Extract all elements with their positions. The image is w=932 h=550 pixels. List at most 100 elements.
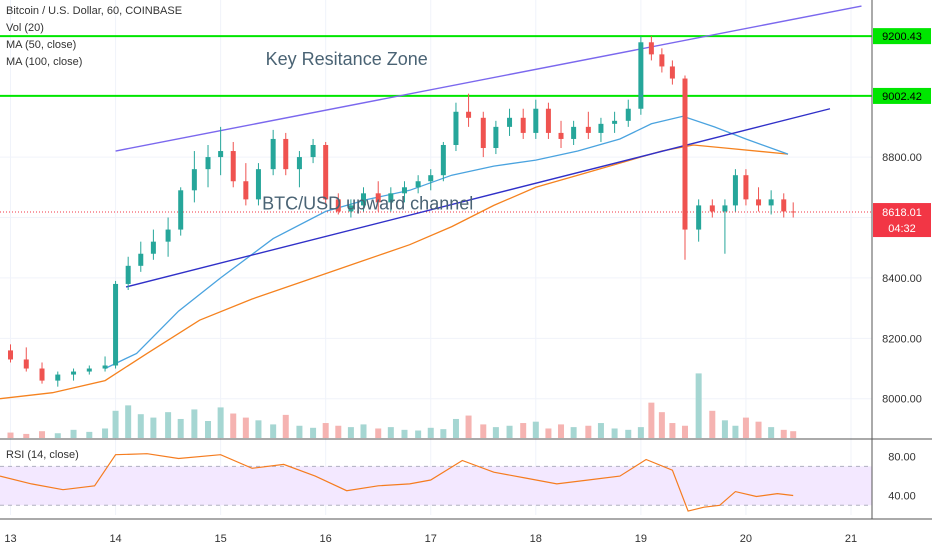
- volume-bar: [427, 427, 434, 438]
- candle-body: [709, 205, 715, 212]
- volume-bar: [125, 405, 132, 438]
- x-tick-label: 18: [530, 533, 542, 545]
- ma50-line: [104, 115, 789, 370]
- volume-bar: [165, 412, 172, 438]
- volume-bar: [177, 418, 184, 438]
- x-tick-label: 17: [425, 533, 437, 545]
- volume-bar: [545, 428, 552, 438]
- volume-bar: [611, 428, 618, 438]
- candle-body: [8, 350, 14, 360]
- volume-bar: [520, 423, 527, 438]
- volume-bar: [296, 425, 303, 438]
- volume-bar: [780, 429, 787, 438]
- x-tick-label: 14: [109, 533, 121, 545]
- candle-body: [243, 181, 249, 200]
- y-tick-label: 8400.00: [882, 273, 922, 285]
- candle-body: [659, 54, 665, 67]
- legend-volume[interactable]: Vol (20): [6, 22, 44, 34]
- rsi-line: [0, 453, 794, 512]
- volume-bar: [768, 427, 775, 438]
- resistance-price-label: 9200.43: [882, 31, 922, 43]
- volume-bar: [360, 424, 367, 438]
- candle-body: [348, 205, 354, 212]
- candle-body: [696, 205, 702, 230]
- volume-bar: [721, 420, 728, 438]
- rsi-label: RSI (14, close): [6, 449, 79, 461]
- candle-body: [781, 199, 787, 212]
- volume-bar: [452, 418, 459, 438]
- volume-bar: [102, 428, 109, 438]
- candle-body: [23, 359, 29, 369]
- volume-bar: [387, 427, 394, 438]
- volume-bar: [570, 427, 577, 438]
- candle-body: [415, 181, 421, 188]
- volume-bar: [709, 410, 716, 438]
- candle-body: [428, 175, 434, 182]
- candle-body: [296, 157, 302, 170]
- candle-body: [165, 229, 171, 242]
- candle-body: [612, 120, 618, 124]
- candle-body: [310, 144, 316, 158]
- volume-bar: [695, 373, 702, 438]
- volume-bar: [137, 414, 144, 438]
- candle-body: [191, 169, 197, 191]
- volume-bar: [440, 429, 447, 438]
- volume-bar: [54, 433, 61, 438]
- candle-body: [722, 205, 728, 212]
- volume-bar: [658, 412, 665, 438]
- volume-bar: [270, 424, 277, 438]
- countdown-label: 04:32: [888, 223, 916, 235]
- candle-body: [743, 175, 749, 200]
- candle-body: [255, 169, 261, 200]
- volume-bar: [558, 424, 565, 438]
- candle-body: [125, 265, 131, 284]
- resistance-price-tag: [873, 87, 931, 104]
- candle-body: [375, 193, 381, 203]
- y-tick-label: 8800.00: [882, 152, 922, 164]
- legend-ma50[interactable]: MA (50, close): [6, 39, 77, 51]
- candle-body: [507, 117, 513, 127]
- candle-body: [648, 42, 654, 55]
- volume-bar: [681, 425, 688, 438]
- candle-body: [790, 211, 796, 213]
- volume-bar: [282, 414, 289, 438]
- candle-body: [533, 108, 539, 133]
- volume-bar: [230, 413, 237, 438]
- candle-body: [102, 365, 108, 369]
- rsi-tick-label: 40.00: [888, 491, 916, 503]
- x-tick-label: 15: [215, 533, 227, 545]
- x-tick-label: 20: [740, 533, 752, 545]
- legend-ma100[interactable]: MA (100, close): [6, 56, 83, 68]
- volume-bar: [39, 431, 46, 438]
- candle-body: [401, 187, 407, 194]
- volume-bar: [242, 417, 249, 438]
- candle-body: [230, 151, 236, 182]
- candle-body: [388, 193, 394, 203]
- x-tick-label: 21: [845, 533, 857, 545]
- candle-body: [466, 111, 472, 118]
- volume-bar: [347, 427, 354, 438]
- candle-body: [453, 111, 459, 145]
- candle-body: [571, 126, 577, 139]
- volume-bar: [70, 429, 77, 438]
- annotation-upward-channel: BTC/USD upward channel: [262, 193, 473, 213]
- resistance-price-label: 9002.42: [882, 91, 922, 103]
- candle-body: [638, 42, 644, 109]
- candle-body: [480, 117, 486, 149]
- chart-title: Bitcoin / U.S. Dollar, 60, COINBASE: [6, 5, 183, 17]
- volume-bar: [255, 420, 262, 438]
- volume-bar: [375, 428, 382, 438]
- candle-body: [270, 138, 276, 170]
- volume-bar: [310, 427, 317, 438]
- volume-bar: [191, 409, 198, 438]
- candle-body: [138, 253, 144, 266]
- volume-bar: [742, 417, 749, 438]
- candle-body: [39, 368, 45, 381]
- candle-body: [218, 151, 224, 158]
- volume-bar: [648, 402, 655, 438]
- volume-bar: [480, 424, 487, 438]
- y-tick-label: 8000.00: [882, 394, 922, 406]
- volume-bar: [637, 427, 644, 438]
- volume-bar: [23, 433, 30, 438]
